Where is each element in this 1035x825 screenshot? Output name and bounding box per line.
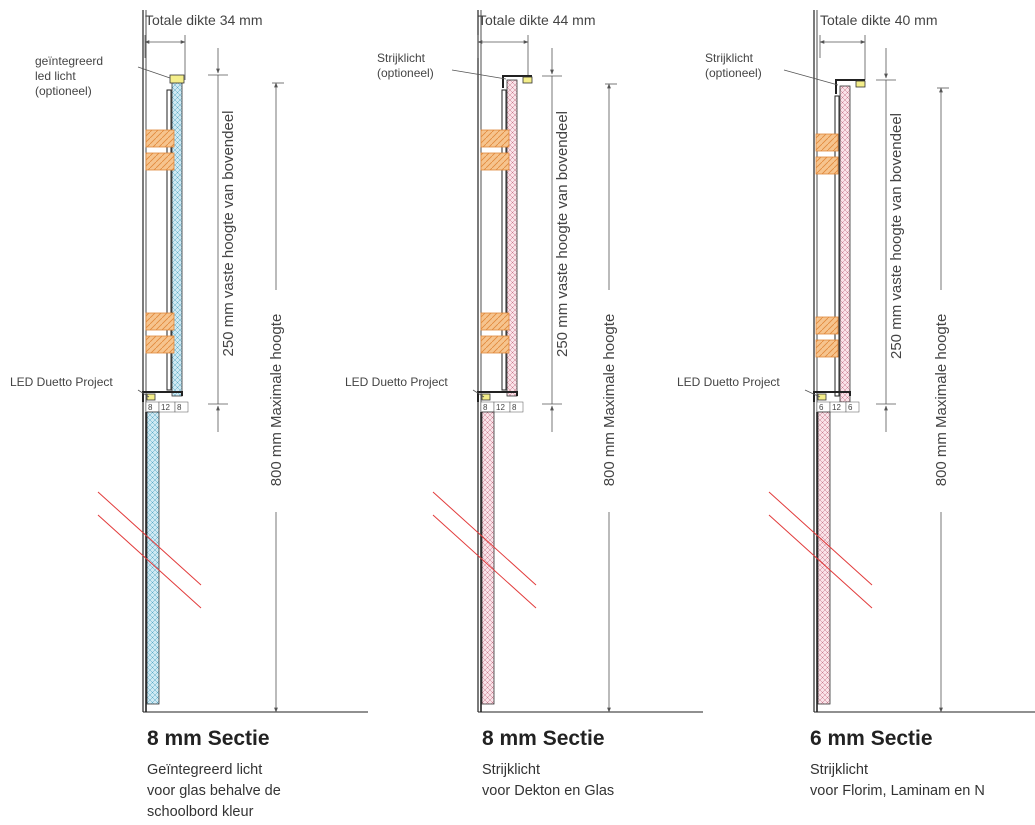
label-pointer: [137, 66, 171, 79]
section-desc-line: Strijklicht: [810, 762, 869, 778]
upper-panel: [839, 85, 851, 403]
dim-value: 12: [161, 403, 170, 412]
led-duetto-label: LED Duetto Project: [677, 375, 780, 389]
break-line: [768, 514, 873, 609]
led-duetto-label: LED Duetto Project: [345, 375, 448, 389]
section-desc-line: Geïntegreerd licht: [147, 762, 263, 778]
support-board: [501, 89, 507, 391]
lower-panel: [481, 411, 495, 705]
section-title: 8 mm Sectie: [147, 727, 270, 750]
led-duetto-strip: [481, 393, 491, 401]
led-duetto-label: LED Duetto Project: [10, 375, 113, 389]
label-pointer: [472, 389, 485, 398]
break-line: [768, 491, 873, 586]
dim-box: [174, 401, 189, 413]
dim-value: 8: [148, 403, 153, 412]
thickness-label: Totale dikte 40 mm: [820, 12, 938, 28]
dim-800-label: 800 mm Maximale hoogte: [268, 314, 285, 487]
wood-batten: [815, 156, 839, 175]
wood-batten: [480, 152, 510, 171]
thickness-label: Totale dikte 34 mm: [145, 12, 263, 28]
wood-batten: [145, 152, 175, 171]
wood-batten: [815, 316, 839, 335]
label-pointer: [783, 69, 839, 86]
section-3: Totale dikte 40 mm 6 12 6 Strijklicht(option…: [677, 10, 1035, 713]
section-title: 6 mm Sectie: [810, 727, 933, 750]
led-strip: [522, 76, 533, 84]
section-desc-line: voor glas behalve de: [147, 783, 281, 799]
section-desc-line: voor Dekton en Glas: [482, 783, 615, 799]
dim-label-bg: [600, 290, 618, 512]
dim-value: 12: [832, 403, 841, 412]
dim-value: 6: [848, 403, 853, 412]
label-pointer: [804, 389, 821, 398]
label-pointer: [451, 69, 507, 80]
led-profile: [169, 74, 185, 84]
section-2: Totale dikte 44 mm 8 12 8 Strijklicht(option…: [345, 10, 703, 713]
wood-batten: [480, 129, 510, 148]
dim-label-bg: [932, 290, 950, 512]
upper-panel: [506, 79, 518, 397]
thickness-label: Totale dikte 44 mm: [478, 12, 596, 28]
wood-batten: [480, 312, 510, 331]
section-caption-1: 8 mm Sectie Geïntegreerd licht voor glas…: [147, 727, 281, 823]
section-desc-line: voor Florim, Laminam en N: [810, 783, 985, 799]
light-label: geïntegreerd: [35, 54, 103, 68]
dim-800-label: 800 mm Maximale hoogte: [601, 314, 618, 487]
dim-250-label: 250 mm vaste hoogte van bovendeel: [554, 111, 571, 357]
dim-800-label: 800 mm Maximale hoogte: [933, 314, 950, 487]
break-line: [97, 491, 202, 586]
light-label: (optioneel): [35, 84, 92, 98]
dim-box: [509, 401, 524, 413]
dim-value: 8: [512, 403, 517, 412]
break-line: [432, 491, 537, 586]
wood-batten: [815, 133, 839, 152]
bottom-profile: [813, 391, 851, 402]
section-caption-2: 8 mm Sectie Strijklicht voor Dekton en G…: [482, 727, 614, 802]
wood-batten: [815, 339, 839, 358]
section-title: 8 mm Sectie: [482, 727, 605, 750]
break-line: [432, 514, 537, 609]
dim-250-label: 250 mm vaste hoogte van bovendeel: [888, 113, 905, 359]
support-board: [166, 89, 172, 391]
led-strip: [855, 80, 866, 88]
section-desc-line: Strijklicht: [482, 762, 541, 778]
dim-label-bg: [267, 290, 285, 512]
wood-batten: [145, 312, 175, 331]
wood-batten: [145, 129, 175, 148]
dim-value: 8: [177, 403, 182, 412]
label-pointer: [137, 389, 150, 398]
light-label: led licht: [35, 69, 76, 83]
dim-250-label: 250 mm vaste hoogte van bovendeel: [220, 111, 237, 357]
section-caption-3: 6 mm Sectie Strijklicht voor Florim, Lam…: [810, 727, 985, 802]
light-label: (optioneel): [377, 66, 434, 80]
wood-batten: [145, 335, 175, 354]
bottom-profile: [477, 391, 518, 402]
break-line: [97, 514, 202, 609]
wood-batten: [480, 335, 510, 354]
light-label: (optioneel): [705, 66, 762, 80]
lower-panel: [146, 411, 160, 705]
dim-value: 12: [496, 403, 505, 412]
dim-value: 8: [483, 403, 488, 412]
support-board: [834, 95, 840, 397]
light-label: Strijklicht: [377, 51, 426, 65]
lower-panel: [817, 411, 831, 705]
dim-value: 6: [819, 403, 824, 412]
bottom-profile: [142, 391, 183, 402]
section-desc-line: schoolbord kleur: [147, 804, 254, 820]
led-duetto-strip: [817, 393, 827, 401]
led-duetto-strip: [146, 393, 156, 401]
dim-box: [845, 401, 860, 413]
light-label: Strijklicht: [705, 51, 754, 65]
